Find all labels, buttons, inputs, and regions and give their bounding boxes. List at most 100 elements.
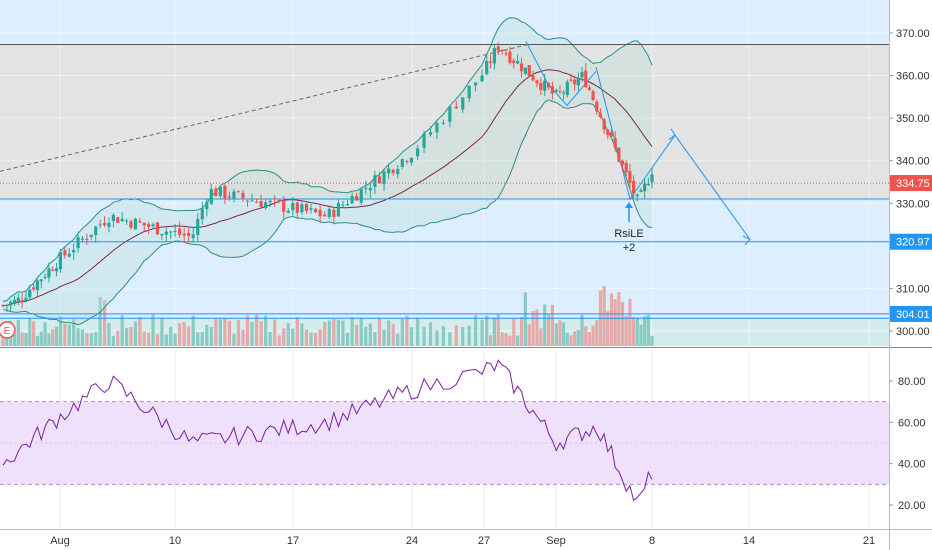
candle-body	[24, 297, 28, 302]
price-tick-label: 340.00	[896, 156, 930, 168]
candle-body	[422, 133, 426, 148]
candle-body	[214, 188, 218, 197]
volume-bar	[492, 317, 497, 346]
candle-body	[54, 268, 59, 272]
candle-body	[519, 63, 524, 72]
price-badge[interactable]: 334.75	[890, 175, 932, 192]
volume-bar	[102, 300, 107, 346]
candle-body	[448, 106, 452, 122]
rsi-tick-label: 40.00	[898, 459, 926, 471]
candle-body	[232, 191, 236, 200]
candle-body	[98, 224, 102, 226]
volume-bar	[160, 317, 164, 346]
price-badge-label: 320.97	[896, 237, 930, 249]
rsi-line	[2, 359, 653, 502]
volume-bar	[58, 316, 63, 346]
volume-bar	[80, 329, 85, 346]
volume-bar	[485, 315, 489, 346]
candle-body	[63, 250, 67, 256]
volume-bar	[576, 330, 580, 346]
volume-bar	[523, 292, 527, 346]
candle-body	[516, 61, 520, 64]
volume-bar	[85, 333, 89, 346]
candle-body	[58, 252, 63, 270]
price-tick-label: 310.00	[896, 283, 930, 295]
volume-bar	[133, 321, 138, 346]
volume-bar	[635, 318, 639, 346]
candle-body	[368, 188, 372, 191]
candle-body	[454, 106, 458, 109]
entry-marker-circle[interactable]	[0, 321, 16, 339]
volume-bar	[227, 320, 232, 346]
volume-bar	[373, 331, 377, 346]
bollinger-bands	[2, 17, 653, 326]
candle-body	[245, 200, 250, 202]
volume-bar	[273, 319, 277, 346]
price-badge[interactable]: 320.97	[890, 233, 932, 250]
upper-zone-shade	[0, 0, 889, 44]
volume-bar	[628, 298, 632, 346]
volume-bar	[268, 331, 272, 346]
candle-body	[480, 75, 484, 82]
volume-bar	[107, 322, 111, 346]
volume-bar	[313, 332, 318, 346]
candle-body	[558, 91, 562, 93]
candle-body	[646, 183, 650, 186]
volume-bar	[43, 322, 47, 346]
candle-body	[496, 46, 500, 51]
volume-bar	[345, 333, 350, 346]
candle-body	[318, 209, 322, 217]
candle-body	[523, 67, 527, 74]
candle-body	[282, 200, 286, 212]
entry-marker[interactable]: E	[0, 321, 16, 339]
candle-body	[309, 208, 313, 210]
volume-bar	[391, 324, 395, 346]
candle-body	[587, 87, 592, 90]
candle-body	[467, 85, 471, 99]
volume-bar	[562, 322, 566, 346]
candle-body	[391, 169, 395, 173]
candle-body	[39, 279, 43, 282]
candle-body	[341, 204, 345, 206]
candle-body	[535, 80, 539, 84]
candle-body	[43, 277, 47, 279]
candle-body	[327, 209, 331, 218]
candle-body	[650, 174, 654, 183]
candle-body	[133, 218, 138, 230]
volume-bar	[232, 333, 236, 346]
volume-bar	[116, 330, 120, 346]
candle-body	[191, 234, 195, 239]
candle-body	[273, 198, 277, 200]
swing-path[interactable]	[525, 41, 597, 107]
volume-bar	[286, 323, 290, 346]
volume-bar	[24, 333, 28, 346]
candle-body	[20, 300, 24, 302]
volume-bar	[350, 317, 354, 346]
candle-body	[9, 301, 13, 306]
candle-body	[387, 168, 391, 174]
candle-body	[576, 78, 580, 86]
volume-bar	[98, 297, 102, 346]
candle-body	[539, 83, 543, 90]
candle-body	[164, 231, 168, 235]
volume-bar	[236, 319, 241, 346]
volume-bar	[241, 329, 245, 346]
basis-line	[2, 69, 653, 307]
volume-bar	[587, 332, 592, 346]
volume-bar	[332, 319, 336, 346]
volume-bar	[565, 332, 569, 346]
price-badge[interactable]: 304.01	[890, 305, 932, 322]
volume-bar	[382, 329, 386, 346]
candle-body	[151, 224, 155, 227]
candle-body	[492, 48, 497, 64]
volume-bar	[624, 315, 628, 346]
volume-bar	[323, 321, 327, 346]
volume-bar	[205, 324, 209, 346]
volume-bar	[448, 332, 452, 346]
candle-body	[16, 297, 20, 302]
volume-bar	[282, 328, 286, 346]
volume-bar	[595, 320, 599, 346]
volume-bar	[182, 321, 186, 346]
candle-body	[580, 72, 584, 78]
